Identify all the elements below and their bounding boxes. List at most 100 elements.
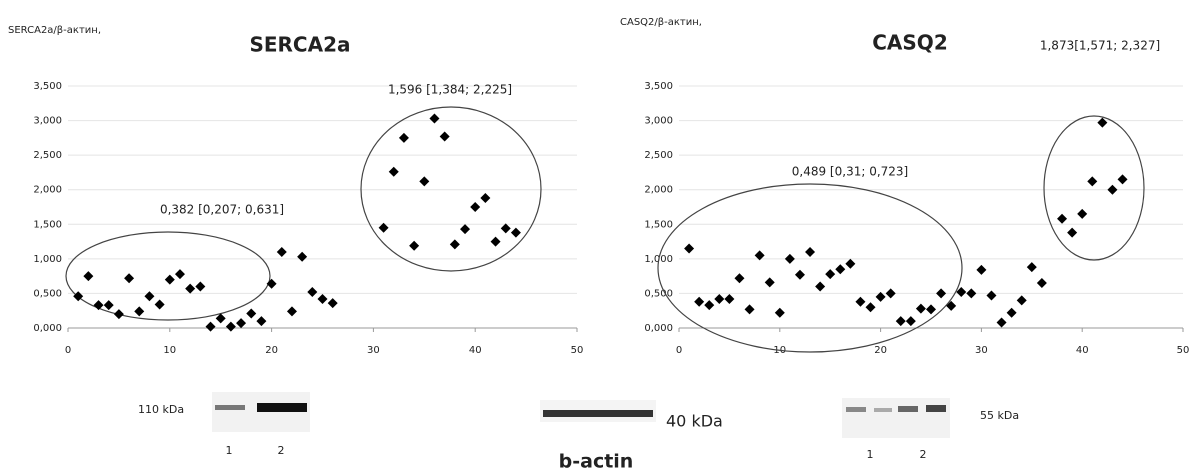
- point: [966, 288, 976, 298]
- point: [896, 316, 906, 326]
- point: [976, 265, 986, 275]
- y-tick-label: 3,500: [644, 81, 673, 92]
- point: [491, 237, 501, 247]
- point: [926, 304, 936, 314]
- point: [195, 282, 205, 292]
- y-tick-label: 0,000: [644, 323, 673, 334]
- point: [175, 269, 185, 279]
- point: [287, 306, 297, 316]
- point: [144, 291, 154, 301]
- lane-label: 2: [278, 444, 285, 457]
- y-axis-label: CASQ2/β-актин,: [620, 17, 702, 28]
- point: [1087, 176, 1097, 186]
- cluster-outline: [658, 184, 962, 352]
- y-tick-label: 3,000: [33, 116, 62, 127]
- point: [480, 193, 490, 203]
- chart-title: SERCA2a: [249, 33, 350, 57]
- point: [986, 291, 996, 301]
- point: [745, 304, 755, 314]
- blot-label: 40 kDa: [666, 412, 723, 431]
- point: [409, 241, 419, 251]
- point: [886, 288, 896, 298]
- x-tick-label: 40: [469, 345, 482, 356]
- annotation: 0,382 [0,207; 0,631]: [160, 203, 284, 217]
- point: [1107, 185, 1117, 195]
- point: [165, 275, 175, 285]
- point: [1007, 308, 1017, 318]
- point: [256, 316, 266, 326]
- point: [226, 322, 236, 332]
- point: [704, 300, 714, 310]
- point: [104, 300, 114, 310]
- point: [936, 288, 946, 298]
- lane-label: 1: [867, 448, 874, 461]
- figure: 110 kDa 1 2 40 kDa b-actin 55 kDa 1 2 SE…: [0, 0, 1196, 472]
- y-tick-label: 1,500: [644, 219, 673, 230]
- y-tick-label: 0,000: [33, 323, 62, 334]
- point: [1017, 295, 1027, 305]
- point: [440, 131, 450, 141]
- point: [866, 302, 876, 312]
- point: [399, 133, 409, 143]
- y-tick-label: 2,500: [644, 150, 673, 161]
- point: [114, 309, 124, 319]
- y-tick-label: 1,000: [33, 254, 62, 265]
- y-axis-label: SERCA2a/β-актин,: [8, 25, 101, 36]
- x-tick-label: 20: [874, 345, 887, 356]
- lane-label: 1: [226, 444, 233, 457]
- point: [724, 294, 734, 304]
- point: [206, 322, 216, 332]
- blot-images: [212, 392, 950, 438]
- point: [277, 247, 287, 257]
- point: [470, 202, 480, 212]
- point: [419, 176, 429, 186]
- point: [765, 277, 775, 287]
- annotation: 0,489 [0,31; 0,723]: [792, 165, 908, 179]
- point: [1037, 278, 1047, 288]
- point: [1097, 118, 1107, 128]
- point: [307, 287, 317, 297]
- x-tick-label: 50: [1177, 345, 1190, 356]
- point: [795, 270, 805, 280]
- point: [185, 284, 195, 294]
- annotation: 1,873[1,571; 2,327]: [1040, 39, 1160, 53]
- y-tick-label: 1,500: [33, 219, 62, 230]
- x-tick-label: 40: [1076, 345, 1089, 356]
- blot-label: 55 kDa: [980, 409, 1019, 422]
- point: [501, 223, 511, 233]
- point: [785, 254, 795, 264]
- chart-title: CASQ2: [872, 31, 947, 55]
- point: [236, 318, 246, 328]
- point: [805, 247, 815, 257]
- blot-label: 110 kDa: [138, 403, 184, 416]
- point: [1077, 209, 1087, 219]
- point: [429, 113, 439, 123]
- point: [460, 224, 470, 234]
- point: [835, 264, 845, 274]
- y-tick-label: 3,000: [644, 116, 673, 127]
- point: [916, 304, 926, 314]
- point: [83, 271, 93, 281]
- y-tick-label: 0,500: [644, 288, 673, 299]
- y-tick-label: 0,500: [33, 288, 62, 299]
- point: [1027, 262, 1037, 272]
- point: [1118, 174, 1128, 184]
- point: [714, 294, 724, 304]
- point: [450, 239, 460, 249]
- point: [328, 298, 338, 308]
- x-tick-label: 0: [65, 345, 71, 356]
- y-tick-label: 2,500: [33, 150, 62, 161]
- point: [134, 306, 144, 316]
- point: [815, 282, 825, 292]
- point: [825, 269, 835, 279]
- x-tick-label: 20: [265, 345, 278, 356]
- point: [845, 259, 855, 269]
- x-tick-label: 0: [676, 345, 682, 356]
- point: [855, 297, 865, 307]
- point: [684, 243, 694, 253]
- point: [246, 308, 256, 318]
- annotation: 1,596 [1,384; 2,225]: [388, 83, 512, 97]
- point: [318, 294, 328, 304]
- point: [775, 308, 785, 318]
- point: [734, 273, 744, 283]
